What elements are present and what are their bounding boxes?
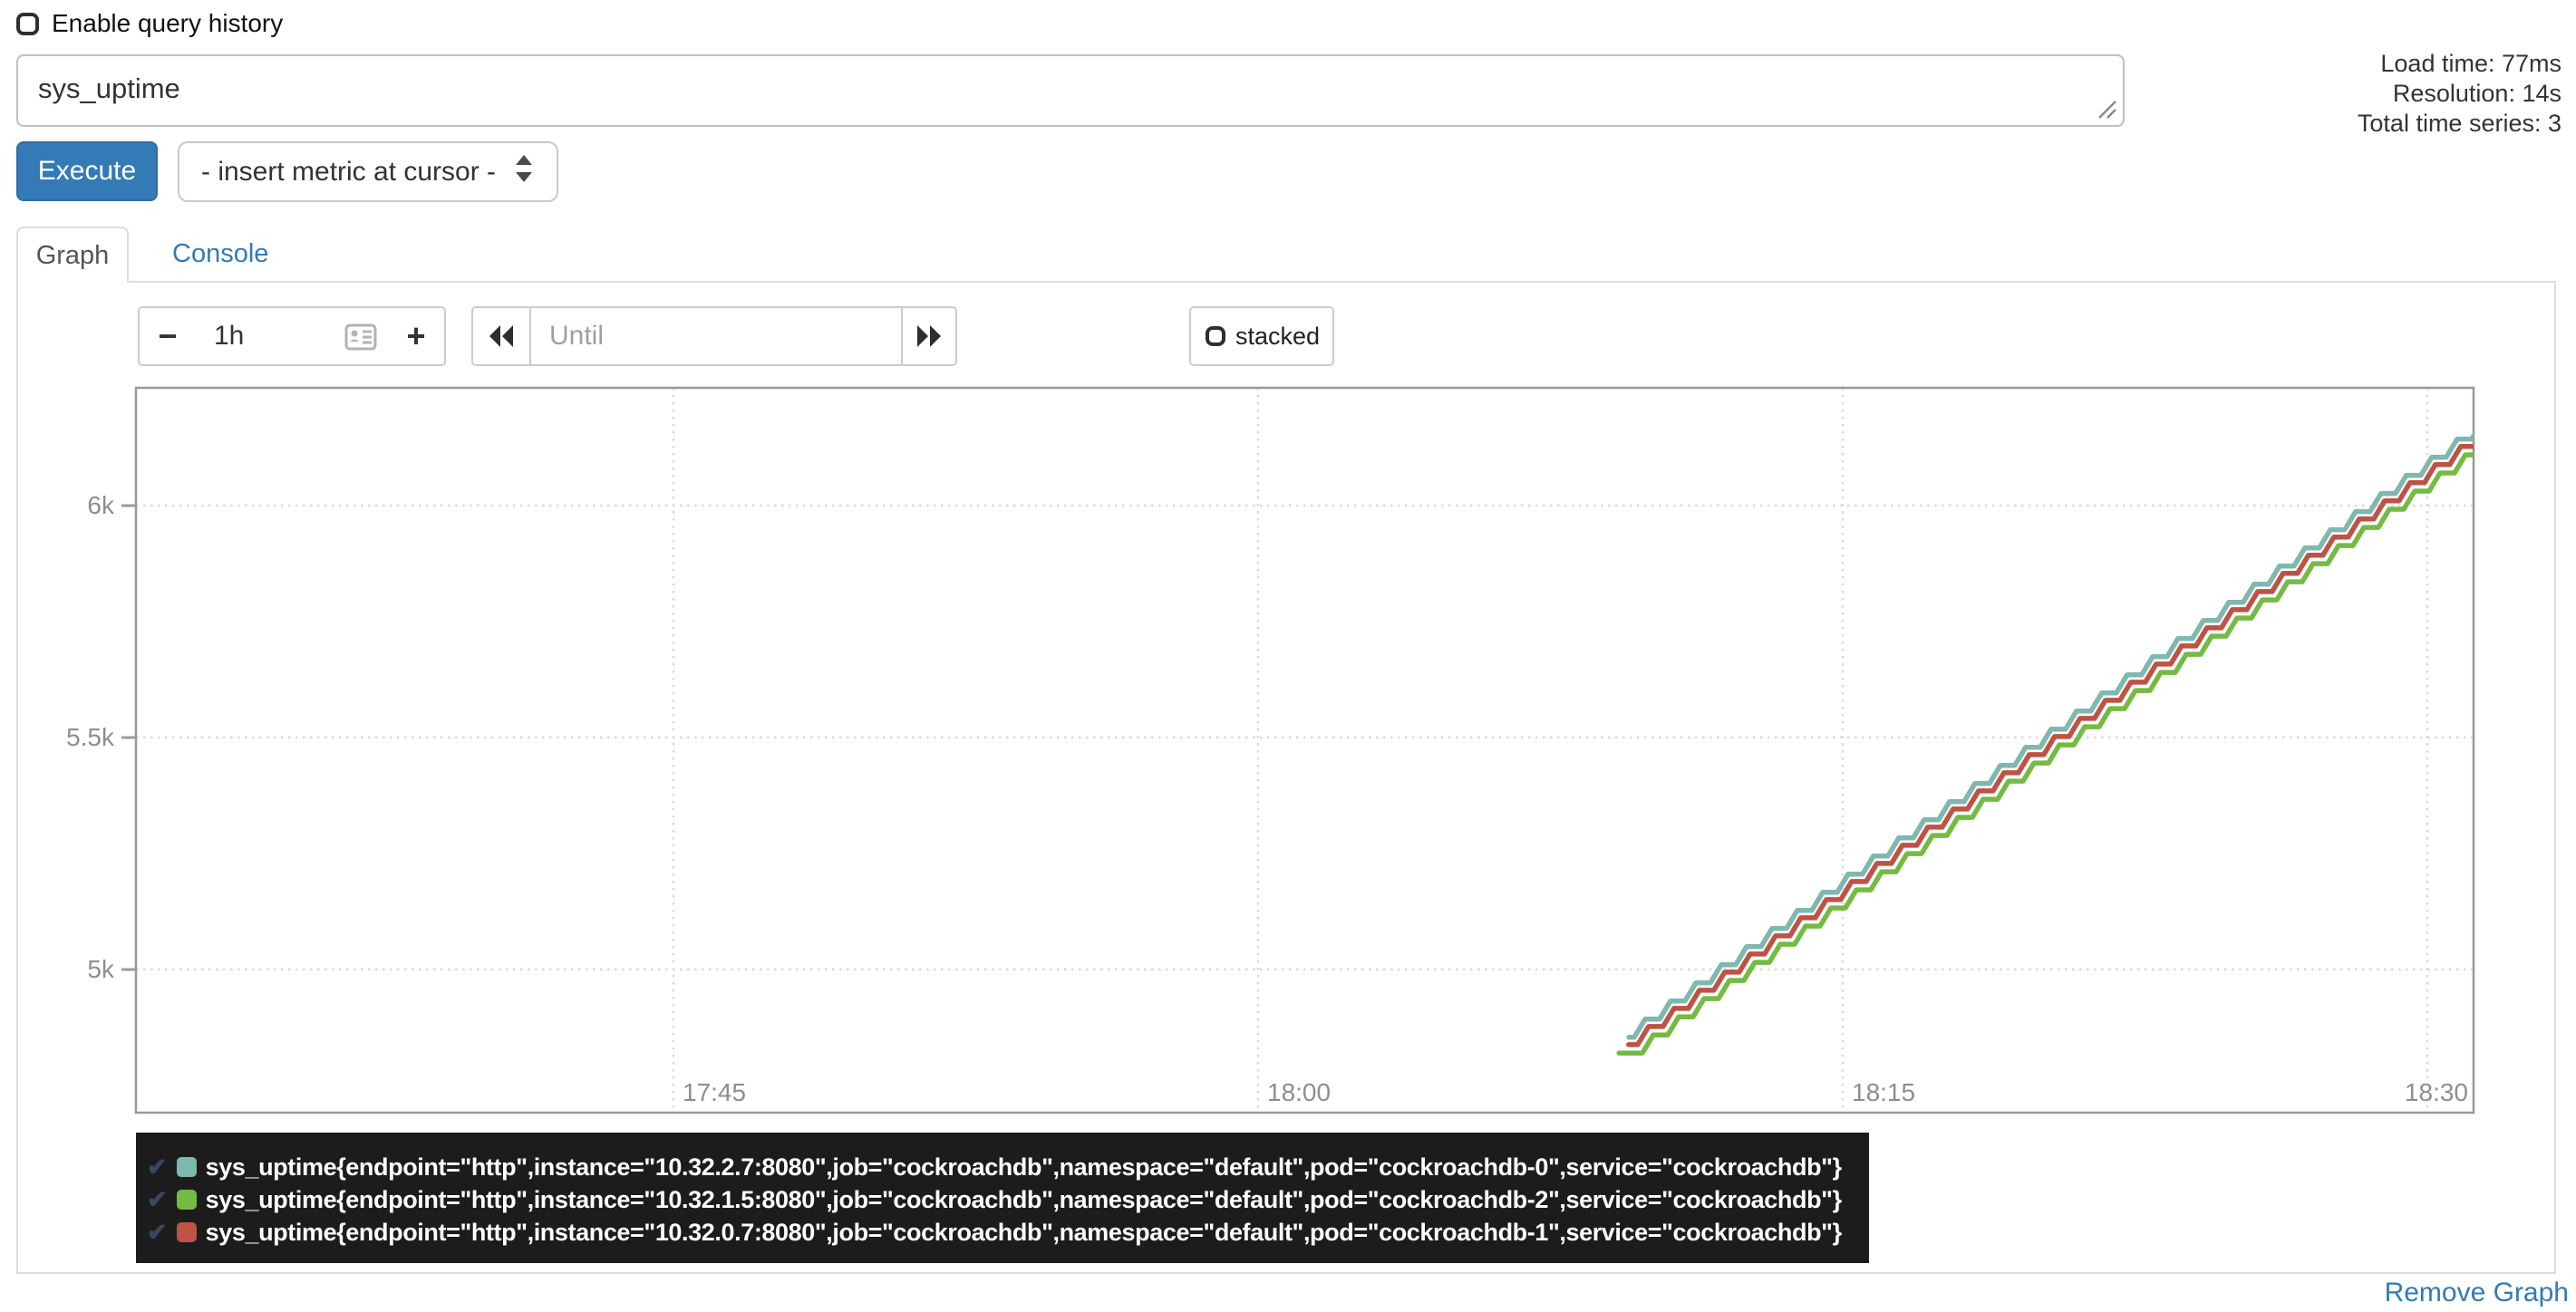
calendar-icon[interactable] <box>344 323 377 355</box>
series-color-swatch <box>176 1190 197 1210</box>
legend: ✔ sys_uptime{endpoint="http",instance="10… <box>136 1133 1869 1263</box>
enable-query-history-checkbox[interactable] <box>16 12 39 35</box>
tab-graph[interactable]: Graph <box>16 227 129 283</box>
enable-query-history-row: Enable query history <box>16 9 283 38</box>
query-input[interactable]: sys_uptime <box>16 54 2125 127</box>
legend-item[interactable]: ✔ sys_uptime{endpoint="http",instance="10… <box>147 1183 1842 1216</box>
query-box: sys_uptime <box>16 54 2125 127</box>
step-back-button[interactable] <box>471 306 531 366</box>
execute-button[interactable]: Execute <box>16 141 158 201</box>
series-label: sys_uptime{endpoint="http",instance="10.… <box>205 1218 1842 1246</box>
series-label: sys_uptime{endpoint="http",instance="10.… <box>205 1185 1842 1213</box>
series-label: sys_uptime{endpoint="http",instance="10.… <box>205 1153 1842 1181</box>
series-color-swatch <box>176 1157 197 1177</box>
series-visible-check-icon: ✔ <box>147 1218 168 1246</box>
series-color-swatch <box>176 1222 197 1242</box>
insert-metric-dropdown[interactable]: - insert metric at cursor - <box>178 141 558 202</box>
range-increase-button[interactable]: + <box>386 306 446 366</box>
query-stats: Load time: 77ms Resolution: 14s Total ti… <box>2358 49 2561 139</box>
range-input-wrap <box>196 306 388 366</box>
legend-item[interactable]: ✔ sys_uptime{endpoint="http",instance="10… <box>147 1216 1842 1249</box>
stacked-checkbox[interactable] <box>1206 326 1225 346</box>
stacked-label: stacked <box>1235 322 1321 350</box>
double-right-arrow-icon <box>917 325 941 347</box>
graph-panel <box>16 281 2556 1274</box>
stat-total-series: Total time series: 3 <box>2357 110 2561 137</box>
until-control-group <box>471 306 957 366</box>
updown-caret-icon <box>513 151 535 193</box>
legend-item[interactable]: ✔ sys_uptime{endpoint="http",instance="10… <box>147 1151 1842 1183</box>
remove-graph-link[interactable]: Remove Graph <box>2384 1278 2569 1307</box>
insert-metric-dropdown-value: - insert metric at cursor - <box>201 156 497 187</box>
stacked-toggle[interactable]: stacked <box>1189 306 1334 366</box>
stat-resolution: Resolution: 14s <box>2392 80 2561 107</box>
series-visible-check-icon: ✔ <box>147 1185 168 1213</box>
stat-load-time: Load time: 77ms <box>2380 50 2561 77</box>
series-visible-check-icon: ✔ <box>147 1153 168 1181</box>
step-forward-button[interactable] <box>901 306 957 366</box>
range-decrease-button[interactable]: − <box>138 306 198 366</box>
until-input[interactable] <box>529 306 903 366</box>
range-control-group: − + <box>138 306 446 366</box>
double-left-arrow-icon <box>489 325 513 347</box>
enable-query-history-label: Enable query history <box>52 9 284 37</box>
tab-console[interactable]: Console <box>172 238 269 268</box>
